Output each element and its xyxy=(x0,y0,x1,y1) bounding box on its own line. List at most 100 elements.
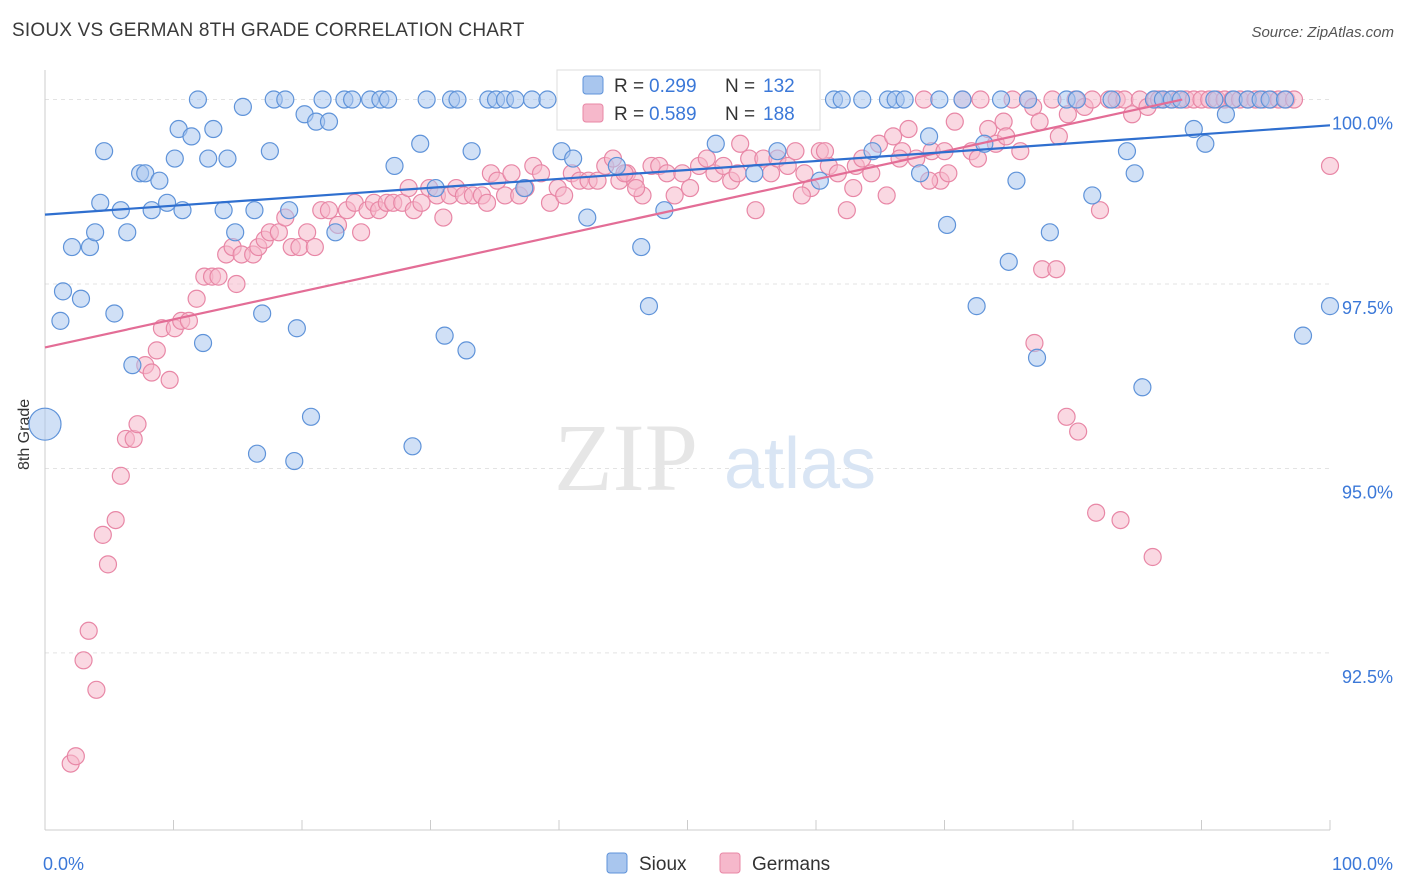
sioux-point xyxy=(86,223,105,242)
sioux-point xyxy=(313,90,332,109)
sioux-point xyxy=(457,341,476,360)
germans-point xyxy=(128,415,147,434)
germans-point xyxy=(1049,127,1068,146)
sioux-point xyxy=(1125,164,1144,183)
sioux-point xyxy=(910,164,930,183)
sioux-point xyxy=(378,90,398,109)
sioux-point xyxy=(1320,297,1340,316)
sioux-point xyxy=(136,164,155,183)
germans-point xyxy=(87,680,106,699)
sioux-point xyxy=(385,156,404,176)
sioux-point xyxy=(287,319,306,338)
sioux-point xyxy=(165,149,184,168)
sioux-point xyxy=(1205,90,1224,109)
germans-point xyxy=(1111,510,1130,530)
sioux-point xyxy=(188,90,208,109)
germans-point xyxy=(1320,156,1340,176)
sioux-point xyxy=(639,297,659,316)
sioux-point xyxy=(462,142,481,161)
germans-point xyxy=(540,193,560,212)
sioux-point xyxy=(832,90,851,109)
legend-n-value-germans: 188 xyxy=(763,104,795,125)
sioux-point xyxy=(123,356,142,375)
sioux-point xyxy=(538,90,557,109)
sioux-point xyxy=(319,112,339,131)
germans-point xyxy=(66,747,85,766)
germans-point xyxy=(657,164,677,183)
germans-points xyxy=(61,90,1340,773)
sioux-point xyxy=(745,164,764,183)
germans-point xyxy=(914,90,934,109)
sioux-point xyxy=(1027,348,1047,367)
germans-point xyxy=(877,186,896,205)
germans-point xyxy=(209,267,228,286)
germans-point xyxy=(939,164,958,183)
sioux-point xyxy=(435,326,454,345)
germans-point xyxy=(786,142,805,161)
sioux-point xyxy=(218,149,237,168)
chart-title: SIOUX VS GERMAN 8TH GRADE CORRELATION CH… xyxy=(12,20,525,41)
sioux-point xyxy=(564,149,583,168)
sioux-point xyxy=(1083,186,1102,205)
germans-point xyxy=(1087,503,1106,522)
germans-point xyxy=(731,134,750,153)
y-tick-label-0: 92.5% xyxy=(1342,667,1393,687)
sioux-point xyxy=(863,142,882,161)
sioux-point xyxy=(506,90,525,109)
legend-swatch-germans xyxy=(582,103,604,123)
germans-point xyxy=(412,193,431,212)
germans-point xyxy=(837,201,856,220)
sioux-point xyxy=(182,127,201,146)
sioux-point xyxy=(105,304,124,323)
sioux-point xyxy=(1196,134,1215,153)
germans-point xyxy=(93,525,112,544)
watermark: ZIP atlas xyxy=(554,404,876,511)
sioux-point xyxy=(1293,326,1313,345)
watermark-zip: ZIP xyxy=(554,404,698,511)
sioux-point xyxy=(967,297,986,316)
sioux-point xyxy=(1275,90,1295,109)
sioux-point xyxy=(276,90,295,109)
sioux-point xyxy=(578,208,597,227)
germans-trend-line xyxy=(44,98,1183,349)
source-label: Source: ZipAtlas.com xyxy=(1251,24,1394,41)
sioux-point xyxy=(1040,223,1059,242)
germans-point xyxy=(1083,90,1102,109)
series-legend: Sioux Germans xyxy=(606,852,830,875)
legend-label-sioux: Sioux xyxy=(639,854,687,875)
sioux-point xyxy=(1018,90,1038,109)
sioux-point xyxy=(853,90,872,109)
x-tick-label-0: 0.0% xyxy=(43,854,84,874)
sioux-point xyxy=(326,223,345,242)
sioux-point xyxy=(515,178,534,198)
sioux-point xyxy=(193,333,213,353)
y-tick-label-2: 97.5% xyxy=(1342,298,1393,318)
germans-point xyxy=(899,119,918,139)
sioux-point xyxy=(247,444,267,463)
germans-point xyxy=(147,341,166,360)
sioux-point xyxy=(285,451,304,471)
sioux-point xyxy=(71,289,91,308)
germans-point xyxy=(555,186,574,205)
germans-point xyxy=(697,149,716,168)
sioux-point xyxy=(233,97,252,116)
sioux-point xyxy=(253,304,272,323)
legend-swatch-sioux xyxy=(582,75,604,95)
germans-point xyxy=(1047,260,1066,279)
sioux-point xyxy=(1007,171,1026,190)
germans-point xyxy=(531,164,551,183)
germans-point xyxy=(352,223,371,242)
germans-point xyxy=(1143,547,1162,567)
germans-point xyxy=(477,193,497,212)
sioux-point xyxy=(280,201,299,220)
germans-point xyxy=(1025,333,1044,353)
germans-point xyxy=(883,127,903,146)
germans-point xyxy=(74,651,93,670)
germans-point xyxy=(488,171,507,190)
germans-point xyxy=(1057,407,1076,426)
legend-label-germans: Germans xyxy=(752,854,830,875)
germans-point xyxy=(106,510,125,530)
germans-point xyxy=(945,112,964,131)
germans-point xyxy=(1090,201,1110,220)
